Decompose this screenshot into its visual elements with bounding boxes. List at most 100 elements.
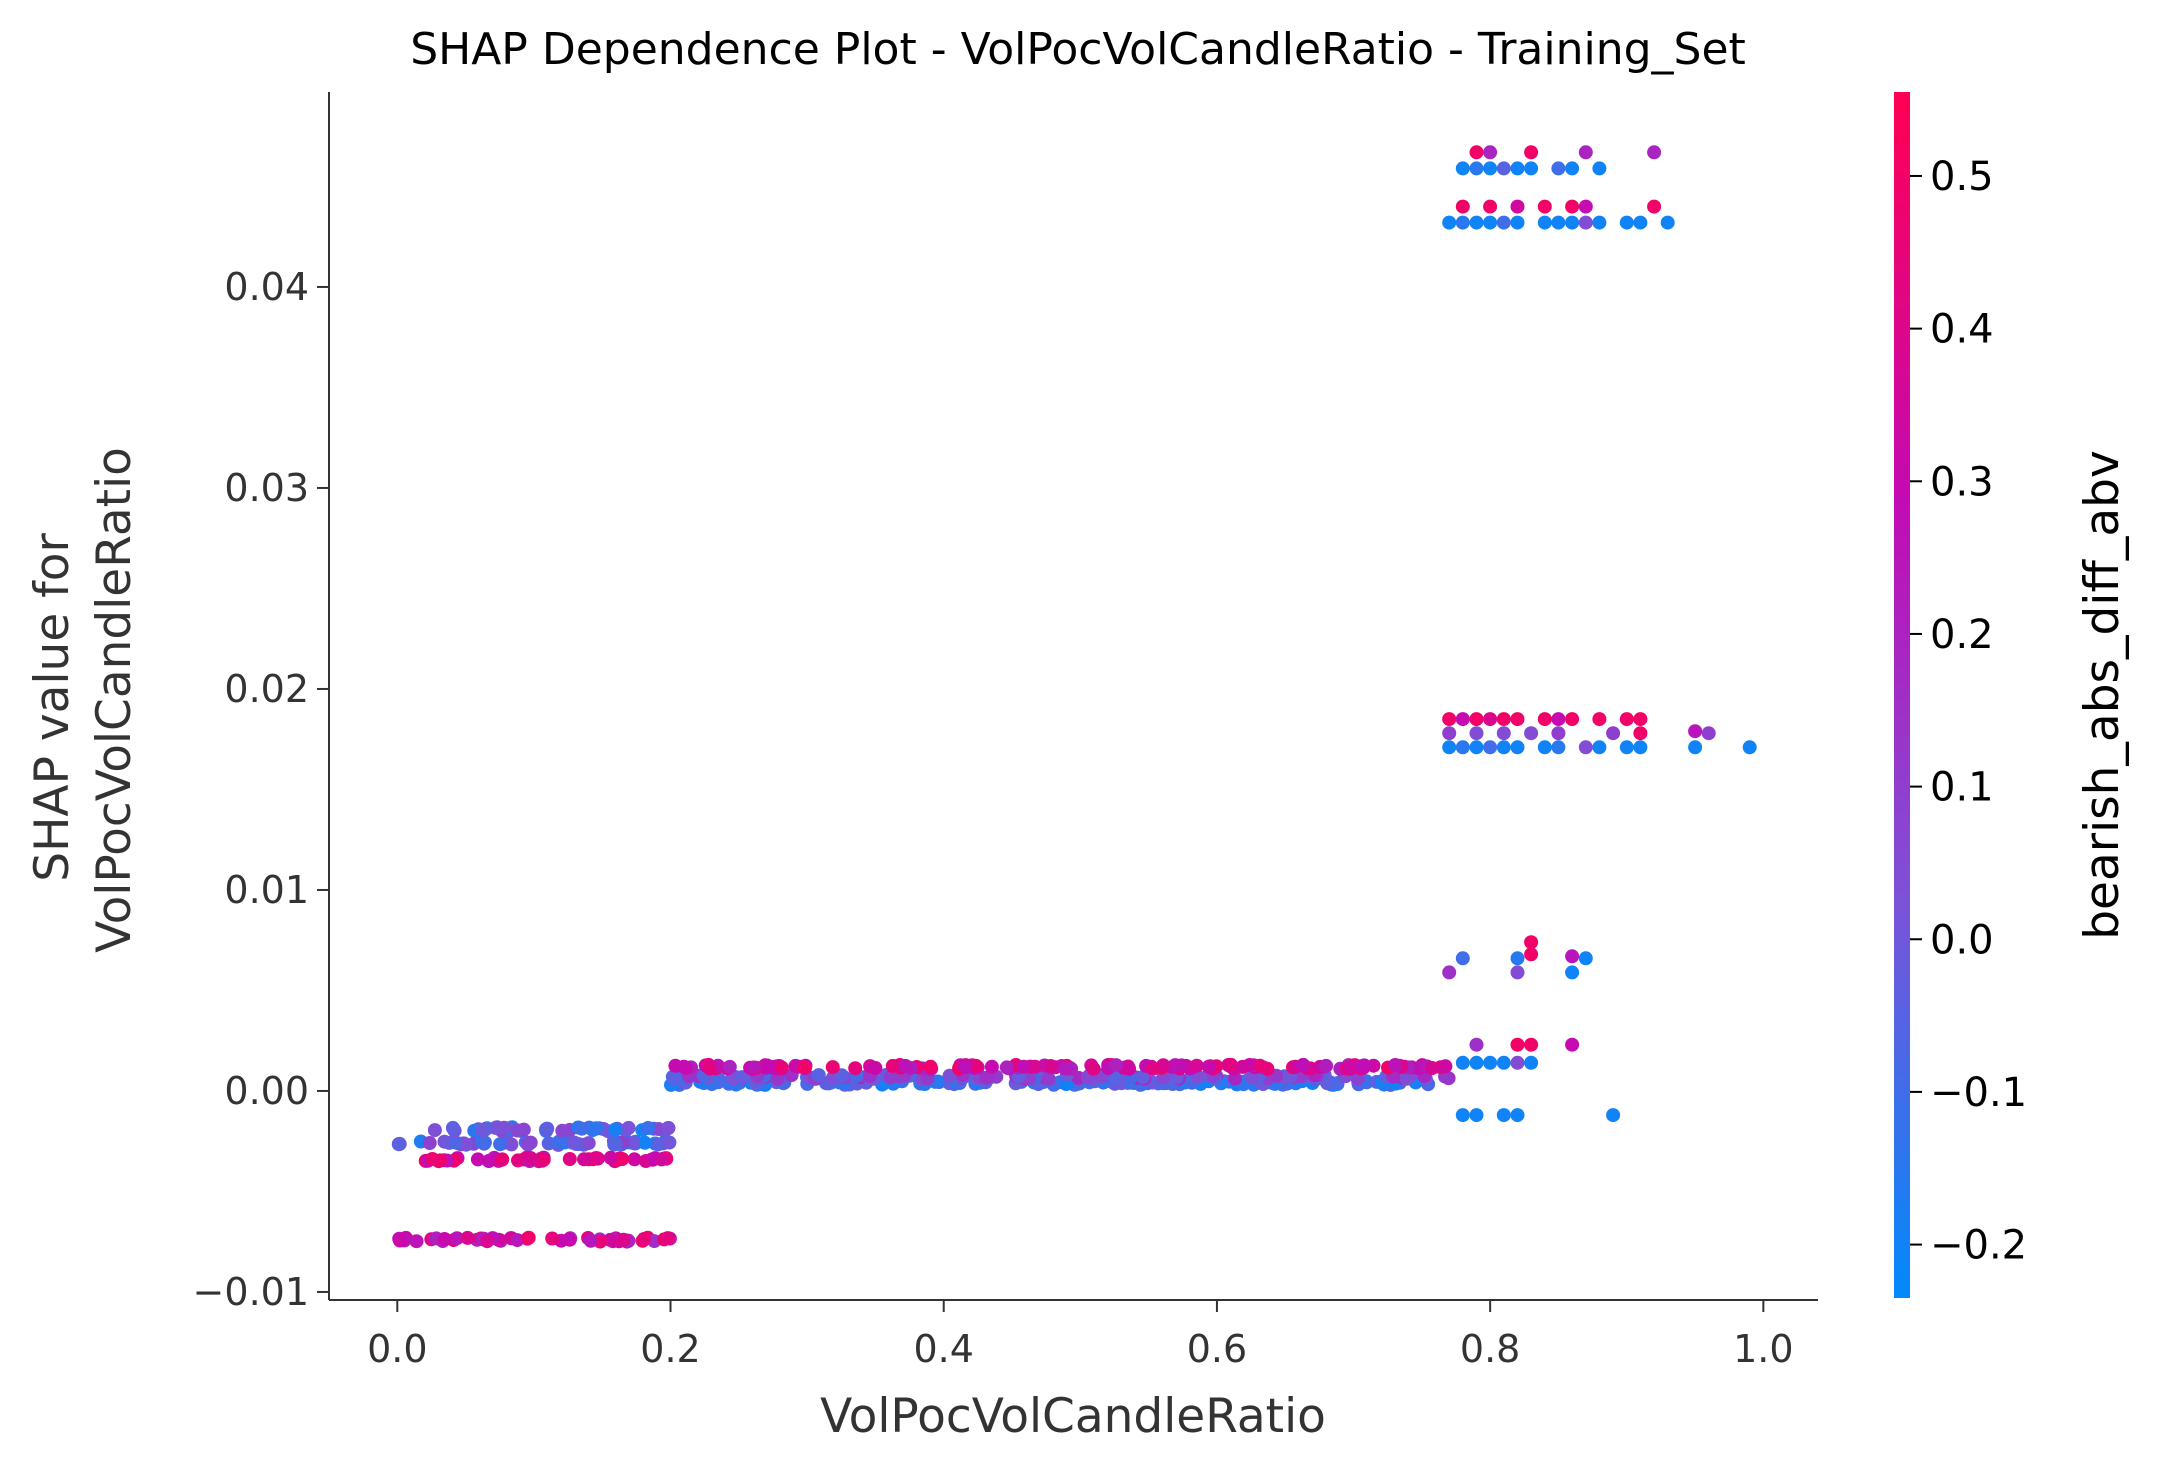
scatter-point xyxy=(1660,215,1675,230)
scatter-point xyxy=(536,1152,551,1167)
colorbar-label: bearish_abs_diff_abv xyxy=(2075,450,2130,940)
scatter-point xyxy=(1399,1071,1414,1086)
scatter-point xyxy=(1633,726,1648,741)
scatter-point xyxy=(1296,1057,1311,1072)
scatter-point xyxy=(848,1061,863,1076)
colorbar-tick-label: 0.0 xyxy=(1930,917,1994,963)
scatter-point xyxy=(1606,1108,1621,1123)
scatter-point xyxy=(1156,1058,1171,1073)
y-tick-label: 0.02 xyxy=(224,667,309,711)
scatter-point xyxy=(1578,199,1593,214)
scatter-point xyxy=(470,1152,485,1167)
x-tick-label: 0.6 xyxy=(1187,1327,1247,1371)
scatter-point xyxy=(545,1231,560,1246)
scatter-point xyxy=(1388,1058,1403,1072)
scatter-point xyxy=(661,1121,676,1135)
scatter-point xyxy=(1496,1055,1511,1070)
scatter-point xyxy=(409,1234,424,1249)
scatter-point xyxy=(1565,161,1580,176)
scatter-point xyxy=(747,1060,761,1075)
scatter-point xyxy=(562,1152,577,1166)
scatter-point xyxy=(1510,965,1525,980)
scatter-point xyxy=(446,1121,461,1136)
scatter-point xyxy=(1469,740,1484,755)
scatter-point xyxy=(577,1152,591,1167)
scatter-point xyxy=(1633,712,1648,727)
scatter-point xyxy=(1647,145,1662,160)
scatter-point xyxy=(1524,726,1539,741)
y-axis-label: SHAP value for VolPocVolCandleRatio xyxy=(25,447,142,953)
y-tick-label: −0.01 xyxy=(193,1270,309,1314)
scatter-points xyxy=(391,145,1757,1249)
scatter-point xyxy=(523,1151,538,1165)
scatter-point xyxy=(1496,740,1511,755)
scatter-point xyxy=(1455,215,1470,230)
scatter-point xyxy=(1252,1058,1267,1073)
scatter-point xyxy=(1510,1108,1525,1123)
scatter-point xyxy=(1565,949,1580,964)
scatter-point xyxy=(825,1060,840,1075)
scatter-point xyxy=(797,1060,812,1075)
scatter-point xyxy=(1592,215,1607,230)
scatter-point xyxy=(1455,1055,1470,1070)
scatter-point xyxy=(521,1137,536,1152)
scatter-point xyxy=(1565,199,1580,214)
x-axis-label: VolPocVolCandleRatio xyxy=(820,1389,1326,1444)
scatter-point xyxy=(422,1136,437,1150)
scatter-point xyxy=(958,1060,972,1074)
scatter-point xyxy=(621,1120,636,1135)
scatter-point xyxy=(735,1070,750,1085)
scatter-point xyxy=(811,1068,826,1083)
scatter-point xyxy=(1483,199,1498,214)
scatter-point xyxy=(603,1150,618,1165)
scatter-point xyxy=(1510,1037,1525,1052)
scatter-point xyxy=(1455,740,1470,755)
scatter-point xyxy=(637,1135,652,1150)
scatter-point xyxy=(1551,740,1566,755)
scatter-point xyxy=(1469,145,1484,160)
scatter-point xyxy=(616,1232,631,1247)
scatter-point xyxy=(1606,726,1621,741)
scatter-point xyxy=(1510,1055,1525,1070)
scatter-point xyxy=(1483,145,1498,160)
scatter-point xyxy=(1442,740,1457,755)
colorbar xyxy=(1894,92,1910,1298)
scatter-point xyxy=(1537,740,1552,755)
scatter-point xyxy=(606,1234,620,1249)
scatter-point xyxy=(555,1123,570,1138)
scatter-point xyxy=(448,1135,463,1150)
scatter-point xyxy=(1354,1059,1369,1074)
scatter-point xyxy=(427,1123,442,1138)
scatter-point xyxy=(1483,1055,1498,1070)
scatter-point xyxy=(589,1151,604,1165)
scatter-point xyxy=(1524,935,1539,950)
scatter-point xyxy=(1021,1071,1036,1086)
scatter-point xyxy=(1537,712,1552,727)
scatter-point xyxy=(898,1058,913,1073)
scatter-point xyxy=(1510,161,1525,176)
scatter-point xyxy=(1537,215,1552,230)
scatter-point xyxy=(923,1059,938,1074)
colorbar-tick-label: −0.1 xyxy=(1930,1070,2027,1116)
scatter-point xyxy=(660,1231,675,1246)
scatter-point xyxy=(1483,161,1498,176)
scatter-point xyxy=(1524,161,1539,176)
scatter-point xyxy=(562,1232,577,1247)
scatter-point xyxy=(1043,1059,1058,1073)
scatter-point xyxy=(1578,740,1593,755)
scatter-point xyxy=(477,1135,492,1150)
scatter-point xyxy=(1510,199,1525,214)
scatter-point xyxy=(392,1233,407,1248)
scatter-point xyxy=(1551,161,1566,176)
x-tick-label: 0.8 xyxy=(1460,1327,1520,1371)
scatter-point xyxy=(1496,712,1511,727)
scatter-point xyxy=(1438,1059,1453,1074)
scatter-point xyxy=(1565,1037,1580,1052)
scatter-point xyxy=(1058,1061,1073,1076)
scatter-point xyxy=(521,1230,536,1245)
scatter-point xyxy=(1633,740,1648,755)
scatter-point xyxy=(1524,1055,1539,1070)
scatter-point xyxy=(460,1230,475,1245)
scatter-point xyxy=(1350,1071,1365,1086)
